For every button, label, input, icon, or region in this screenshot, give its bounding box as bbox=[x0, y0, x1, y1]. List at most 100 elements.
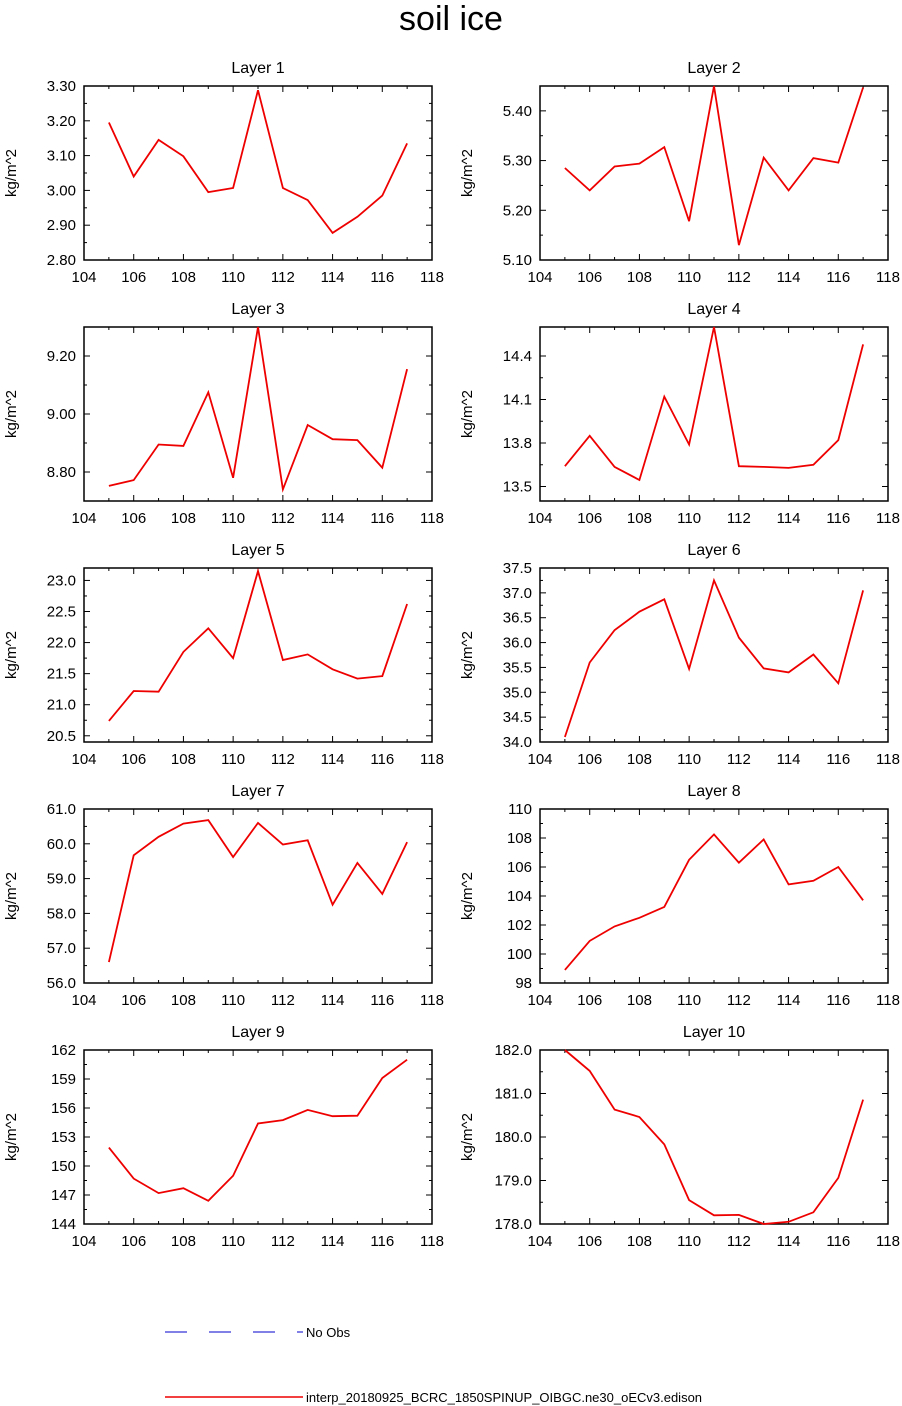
y-tick-label: 36.5 bbox=[503, 610, 532, 627]
y-axis-label: kg/m^2 bbox=[3, 631, 20, 679]
x-tick-label: 106 bbox=[121, 751, 146, 768]
series-line bbox=[108, 819, 408, 963]
x-tick-label: 116 bbox=[826, 1233, 850, 1250]
plot-frame bbox=[539, 85, 889, 261]
x-tick-label: 110 bbox=[221, 992, 245, 1009]
y-tick-label: 150 bbox=[51, 1158, 76, 1175]
x-tick-label: 106 bbox=[577, 751, 602, 768]
x-tick-label: 108 bbox=[627, 1233, 652, 1250]
x-tick-label: 116 bbox=[370, 510, 394, 527]
x-tick-label: 110 bbox=[221, 269, 245, 286]
x-tick-label: 116 bbox=[826, 751, 850, 768]
y-tick-label: 159 bbox=[51, 1071, 76, 1088]
x-tick-label: 110 bbox=[677, 992, 701, 1009]
y-tick-label: 14.4 bbox=[503, 348, 532, 365]
x-tick-label: 104 bbox=[527, 269, 552, 286]
panel-9: Layer 9 kg/m^2 104 106 108 110 112 114 116 118 144… bbox=[3, 1024, 444, 1250]
y-tick-label: 3.20 bbox=[47, 113, 76, 130]
x-tick-label: 112 bbox=[727, 992, 751, 1009]
series-line bbox=[564, 326, 864, 482]
x-tick-label: 104 bbox=[527, 751, 552, 768]
x-tick-label: 116 bbox=[370, 269, 394, 286]
x-tick-label: 110 bbox=[677, 269, 701, 286]
series-line bbox=[108, 1058, 408, 1202]
panel-title: Layer 8 bbox=[687, 783, 740, 800]
x-tick-label: 112 bbox=[271, 992, 295, 1009]
x-tick-label: 106 bbox=[121, 510, 146, 527]
x-tick-label: 106 bbox=[577, 992, 602, 1009]
x-tick-label: 112 bbox=[271, 751, 295, 768]
y-axis-label: kg/m^2 bbox=[3, 390, 20, 438]
x-tick-label: 108 bbox=[171, 510, 196, 527]
x-tick-label: 118 bbox=[876, 992, 900, 1009]
y-tick-label: 35.5 bbox=[503, 659, 532, 676]
x-tick-label: 106 bbox=[121, 1233, 146, 1250]
x-tick-label: 104 bbox=[71, 751, 96, 768]
plot-frame bbox=[83, 1049, 433, 1225]
y-tick-label: 102 bbox=[507, 917, 532, 934]
y-tick-label: 3.00 bbox=[47, 182, 76, 199]
x-tick-label: 118 bbox=[420, 1233, 444, 1250]
y-axis-label: kg/m^2 bbox=[3, 149, 20, 197]
x-tick-label: 114 bbox=[321, 751, 345, 768]
x-tick-label: 106 bbox=[577, 510, 602, 527]
plot-frame bbox=[539, 567, 889, 743]
x-tick-label: 114 bbox=[777, 1233, 801, 1250]
x-tick-label: 112 bbox=[727, 751, 751, 768]
y-tick-label: 181.0 bbox=[494, 1086, 532, 1103]
panel-title: Layer 10 bbox=[683, 1024, 745, 1041]
x-tick-label: 118 bbox=[876, 751, 900, 768]
series-line bbox=[108, 89, 408, 235]
panel-title: Layer 2 bbox=[687, 60, 740, 77]
y-tick-label: 9.20 bbox=[47, 348, 76, 365]
y-axis-label: kg/m^2 bbox=[459, 872, 476, 920]
panel-3: Layer 3 kg/m^2 104 106 108 110 112 114 116 118 8.8… bbox=[3, 301, 444, 527]
x-tick-label: 110 bbox=[677, 510, 701, 527]
y-tick-label: 20.5 bbox=[47, 728, 76, 745]
x-tick-label: 114 bbox=[777, 510, 801, 527]
panel-title: Layer 9 bbox=[231, 1024, 284, 1041]
x-tick-label: 116 bbox=[370, 992, 394, 1009]
panel-4: Layer 4 kg/m^2 104 106 108 110 112 114 116 118 13.… bbox=[459, 301, 900, 527]
x-tick-label: 108 bbox=[627, 992, 652, 1009]
y-axis-label: kg/m^2 bbox=[459, 631, 476, 679]
plot-frame bbox=[83, 808, 433, 984]
y-tick-label: 9.00 bbox=[47, 406, 76, 423]
y-axis-label: kg/m^2 bbox=[459, 1113, 476, 1161]
y-tick-label: 144 bbox=[51, 1216, 76, 1233]
x-tick-label: 118 bbox=[420, 510, 444, 527]
y-tick-label: 8.80 bbox=[47, 464, 76, 481]
x-tick-label: 104 bbox=[527, 510, 552, 527]
x-tick-label: 110 bbox=[221, 510, 245, 527]
y-tick-label: 5.20 bbox=[503, 202, 532, 219]
panel-7: Layer 7 kg/m^2 104 106 108 110 112 114 116 118 56.… bbox=[3, 783, 444, 1009]
x-tick-label: 116 bbox=[370, 1233, 394, 1250]
x-tick-label: 114 bbox=[777, 269, 801, 286]
y-tick-label: 57.0 bbox=[47, 940, 76, 957]
y-axis-label: kg/m^2 bbox=[3, 1113, 20, 1161]
x-tick-label: 104 bbox=[71, 1233, 96, 1250]
y-tick-label: 21.5 bbox=[47, 666, 76, 683]
x-tick-label: 116 bbox=[826, 992, 850, 1009]
panel-grid: Layer 1 kg/m^2 104 106 108 110 112 114 116 118 2.8… bbox=[3, 60, 900, 1250]
series-line bbox=[564, 85, 864, 246]
y-tick-label: 98 bbox=[515, 975, 532, 992]
x-tick-label: 114 bbox=[321, 1233, 345, 1250]
y-tick-label: 22.0 bbox=[47, 635, 76, 652]
panel-5: Layer 5 kg/m^2 104 106 108 110 112 114 116 118 20.… bbox=[3, 542, 444, 768]
y-tick-label: 13.8 bbox=[503, 435, 532, 452]
y-tick-label: 110 bbox=[508, 801, 532, 818]
plot-frame bbox=[539, 326, 889, 502]
y-tick-label: 3.10 bbox=[47, 148, 76, 165]
y-tick-label: 36.0 bbox=[503, 635, 532, 652]
figure-title: soil ice bbox=[399, 0, 503, 38]
x-tick-label: 118 bbox=[876, 510, 900, 527]
x-tick-label: 110 bbox=[677, 751, 701, 768]
panel-title: Layer 6 bbox=[687, 542, 740, 559]
y-tick-label: 3.30 bbox=[47, 78, 76, 95]
panel-6: Layer 6 kg/m^2 104 106 108 110 112 114 116 118 34.… bbox=[459, 542, 900, 768]
x-tick-label: 104 bbox=[71, 992, 96, 1009]
x-tick-label: 110 bbox=[221, 1233, 245, 1250]
